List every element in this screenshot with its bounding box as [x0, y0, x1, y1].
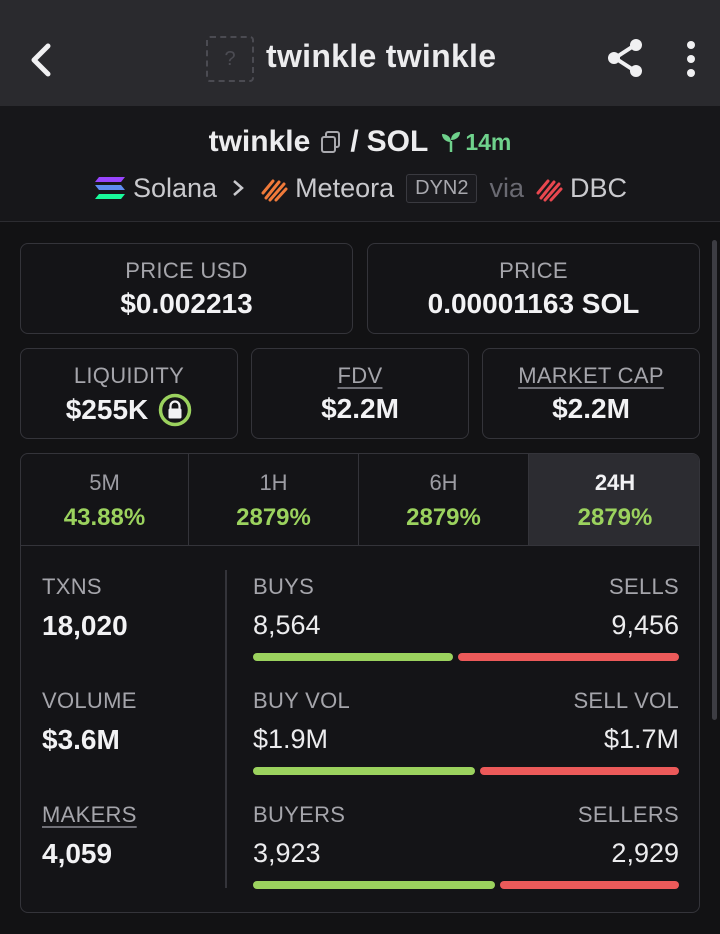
dex-version-badge: DYN2	[406, 173, 478, 203]
top-app-bar: ? twinkle twinkle	[0, 0, 720, 106]
seedling-icon	[442, 132, 461, 152]
price-usd-value: $0.002213	[120, 288, 253, 319]
tab-24h[interactable]: 24H 2879%	[529, 454, 699, 545]
sells-label: SELLS	[609, 574, 679, 599]
buyers-label: BUYERS	[253, 802, 346, 827]
scrollbar[interactable]	[712, 240, 717, 720]
fdv-box[interactable]: FDV $2.2M	[251, 348, 469, 439]
tab-label: 6H	[429, 470, 458, 495]
tab-5m[interactable]: 5M 43.88%	[21, 454, 189, 545]
buys-value: 8,564	[253, 610, 321, 640]
price-native-label: PRICE	[499, 258, 568, 283]
price-usd-label: PRICE USD	[125, 258, 248, 283]
buyers-bar-segment	[253, 881, 495, 889]
token-placeholder-icon: ?	[206, 36, 254, 82]
market-cap-label[interactable]: MARKET CAP	[518, 363, 664, 388]
sellers-bar-segment	[499, 881, 679, 889]
timeframe-tabs: 5M 43.88% 1H 2879% 6H 2879% 24H 2879%	[21, 454, 699, 546]
dex-name: Meteora	[295, 172, 395, 203]
liquidity-label: LIQUIDITY	[73, 363, 185, 388]
sell-vol-value: $1.7M	[603, 724, 679, 754]
tab-change-value: 2879%	[577, 504, 653, 531]
pair-base: twinkle	[208, 125, 311, 158]
buy-vol-bar-segment	[253, 767, 476, 775]
tab-1h[interactable]: 1H 2879%	[189, 454, 359, 545]
sellers-label: SELLERS	[577, 802, 679, 827]
fdv-label[interactable]: FDV	[337, 363, 383, 388]
liquidity-box: LIQUIDITY $255K	[20, 348, 238, 439]
market-cap-value: $2.2M	[552, 393, 630, 424]
price-native-value: 0.00001163 SOL	[427, 288, 640, 319]
market-cap-box[interactable]: MARKET CAP $2.2M	[482, 348, 700, 439]
txns-stat: TXNS 18,020	[42, 574, 128, 642]
pair-quote: SOL	[366, 125, 429, 158]
chain-name: Solana	[132, 172, 218, 203]
buy-vol-label: BUY VOL	[253, 688, 351, 713]
buys-bar-segment	[253, 653, 453, 661]
price-usd-box: PRICE USD $0.002213	[20, 243, 353, 334]
tab-label: 24H	[594, 470, 636, 495]
liquidity-value: $255K	[65, 394, 149, 425]
makers-value: 4,059	[42, 838, 113, 869]
volume-label: VOLUME	[42, 688, 137, 713]
pair-header: twinkle / SOL 14m Solana	[0, 106, 720, 222]
volume-stat: VOLUME $3.6M	[42, 688, 137, 756]
txns-label: TXNS	[42, 574, 102, 599]
chain-breadcrumb: Solana Meteora DYN2 via	[0, 166, 720, 210]
fdv-value: $2.2M	[321, 393, 399, 424]
buyers-sellers-split: BUYERS SELLERS 3,923 2,929	[253, 802, 679, 889]
timeframe-stats-card: 5M 43.88% 1H 2879% 6H 2879% 24H 2879% TX…	[20, 453, 700, 913]
dex-link-meteora[interactable]: Meteora	[259, 173, 394, 204]
pair-age: 14m	[465, 128, 512, 155]
meteora-icon	[261, 179, 288, 202]
copy-icon[interactable]	[320, 130, 342, 154]
buy-sell-volume-split: BUY VOL SELL VOL $1.9M $1.7M	[253, 688, 679, 775]
via-text: via	[489, 172, 524, 203]
column-divider	[225, 570, 227, 888]
tab-label: 5M	[89, 470, 120, 495]
buys-sells-bar	[253, 653, 679, 661]
buy-vol-value: $1.9M	[253, 724, 329, 754]
makers-stat[interactable]: MAKERS 4,059	[42, 802, 137, 870]
back-arrow-icon[interactable]	[24, 38, 58, 82]
txns-value: 18,020	[42, 610, 128, 641]
tab-6h[interactable]: 6H 2879%	[359, 454, 529, 545]
dbc-icon	[536, 179, 563, 202]
buyers-sellers-bar	[253, 881, 679, 889]
lock-icon[interactable]	[158, 393, 192, 427]
chevron-right-icon	[233, 180, 244, 196]
buyers-value: 3,923	[253, 838, 321, 868]
launchpad-name: DBC	[570, 172, 628, 203]
sell-vol-label: SELL VOL	[573, 688, 679, 713]
more-vertical-icon[interactable]	[676, 38, 706, 80]
page-title: twinkle twinkle	[266, 38, 497, 74]
sellers-value: 2,929	[611, 838, 679, 868]
sells-value: 9,456	[611, 610, 679, 640]
pair-separator: /	[350, 125, 359, 158]
tab-change-value: 43.88%	[63, 504, 146, 531]
pair-line: twinkle / SOL 14m	[0, 122, 720, 162]
buy-sell-volume-bar	[253, 767, 679, 775]
solana-icon	[94, 177, 125, 199]
makers-label[interactable]: MAKERS	[42, 802, 137, 827]
price-native-box: PRICE 0.00001163 SOL	[367, 243, 700, 334]
volume-value: $3.6M	[42, 724, 120, 755]
chain-link-solana[interactable]: Solana	[93, 173, 217, 204]
sells-bar-segment	[457, 653, 679, 661]
tab-label: 1H	[259, 470, 288, 495]
launchpad-link-dbc[interactable]: DBC	[534, 173, 627, 204]
buys-sells-split: BUYS SELLS 8,564 9,456	[253, 574, 679, 661]
tab-change-value: 2879%	[406, 504, 481, 531]
tab-change-value: 2879%	[236, 504, 311, 531]
sell-vol-bar-segment	[480, 767, 679, 775]
share-icon[interactable]	[603, 36, 647, 80]
buys-label: BUYS	[253, 574, 315, 599]
